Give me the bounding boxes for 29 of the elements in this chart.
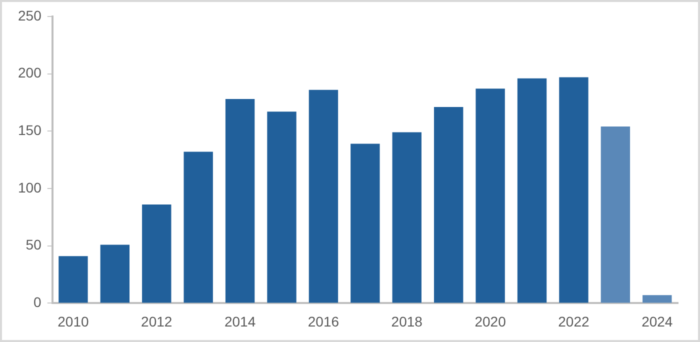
bar [267, 112, 296, 303]
x-tick-label: 2024 [642, 313, 673, 330]
x-tick-label: 2012 [141, 313, 172, 330]
x-tick-label: 2010 [58, 313, 89, 330]
y-tick-label: 200 [18, 64, 42, 81]
y-tick-label: 150 [18, 122, 42, 138]
y-tick-label: 250 [18, 7, 42, 24]
bar [392, 132, 422, 303]
x-tick-label: 2020 [474, 313, 506, 330]
bar [559, 77, 588, 303]
bar [308, 90, 338, 303]
bar [142, 204, 172, 303]
y-tick-label: 100 [18, 179, 42, 196]
y-tick-label: 50 [26, 236, 42, 253]
bar [642, 295, 672, 303]
bar [100, 244, 130, 303]
bar [225, 99, 255, 303]
bar [517, 78, 547, 303]
bar [58, 256, 88, 303]
bar [350, 144, 380, 303]
bar [184, 152, 213, 303]
x-tick-label: 2022 [558, 313, 590, 330]
x-tick-label: 2018 [391, 313, 423, 330]
bar [476, 88, 505, 303]
bar [600, 126, 630, 303]
bar [434, 107, 464, 303]
y-tick-label: 0 [34, 294, 42, 310]
x-tick-label: 2014 [224, 313, 256, 330]
x-tick-label: 2016 [308, 313, 340, 330]
